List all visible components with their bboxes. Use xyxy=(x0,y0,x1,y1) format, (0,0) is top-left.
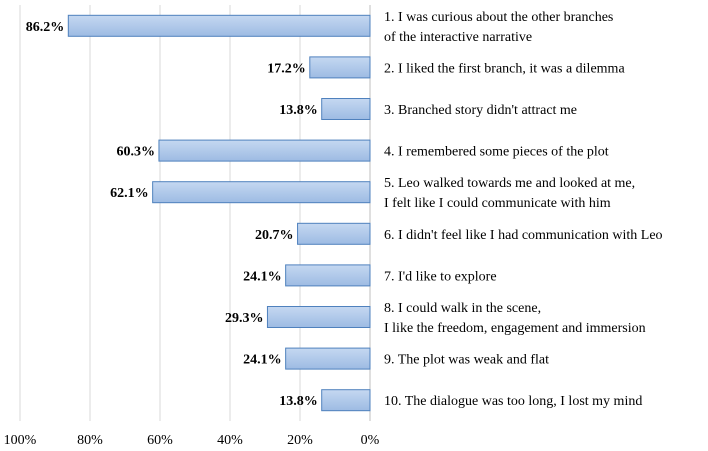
category-label-line: 7. I'd like to explore xyxy=(384,269,497,284)
labels: 86.2% 1. I was curious about the other br… xyxy=(26,10,663,409)
bar-9 xyxy=(285,347,371,370)
bar-8 xyxy=(266,306,371,328)
bar-10 xyxy=(321,389,371,412)
bar-4 xyxy=(158,139,371,162)
x-tick-label: 100% xyxy=(4,433,37,448)
category-label-5: 5. Leo walked towards me and looked at m… xyxy=(384,176,635,211)
category-label-8: 8. I could walk in the scene, I like the … xyxy=(384,301,646,336)
data-label-4: 60.3% xyxy=(116,145,155,160)
x-axis-ticks: 100% 80% 60% 40% 20% 0% xyxy=(4,433,380,448)
category-label-line: 9. The plot was weak and flat xyxy=(384,353,549,368)
data-label-6: 20.7% xyxy=(255,228,294,243)
category-label-9: 9. The plot was weak and flat xyxy=(384,353,549,368)
data-label-2: 17.2% xyxy=(267,61,306,76)
bar-5 xyxy=(152,181,371,204)
category-label-line: 4. I remembered some pieces of the plot xyxy=(384,145,609,160)
category-label-10: 10. The dialogue was too long, I lost my… xyxy=(384,394,642,409)
data-label-3: 13.8% xyxy=(279,103,318,118)
category-label-7: 7. I'd like to explore xyxy=(384,269,497,284)
x-tick-label: 40% xyxy=(217,433,243,448)
bar-3 xyxy=(321,98,371,120)
data-label-8: 29.3% xyxy=(225,311,264,326)
category-label-line: 8. I could walk in the scene, xyxy=(384,301,541,316)
category-label-line: I like the freedom, engagement and immer… xyxy=(384,321,646,336)
category-label-line: of the interactive narrative xyxy=(384,30,532,45)
x-tick-label: 60% xyxy=(147,433,173,448)
x-tick-label: 0% xyxy=(361,433,380,448)
data-label-9: 24.1% xyxy=(243,353,282,368)
category-label-line: 10. The dialogue was too long, I lost my… xyxy=(384,394,642,409)
data-label-1: 86.2% xyxy=(26,20,65,35)
category-label-6: 6. I didn't feel like I had communicatio… xyxy=(384,228,663,243)
data-label-10: 13.8% xyxy=(279,394,318,409)
category-label-3: 3. Branched story didn't attract me xyxy=(384,103,577,118)
data-label-7: 24.1% xyxy=(243,269,282,284)
category-label-line: I felt like I could communicate with him xyxy=(384,196,611,211)
category-label-line: 1. I was curious about the other branche… xyxy=(384,10,613,25)
data-label-5: 62.1% xyxy=(110,186,149,201)
bar-2 xyxy=(309,56,371,79)
bar-1 xyxy=(67,14,371,37)
bar-6 xyxy=(297,222,371,245)
category-label-line: 5. Leo walked towards me and looked at m… xyxy=(384,176,635,191)
category-label-4: 4. I remembered some pieces of the plot xyxy=(384,145,609,160)
x-tick-label: 20% xyxy=(287,433,313,448)
category-label-line: 2. I liked the first branch, it was a di… xyxy=(384,61,625,76)
category-label-line: 3. Branched story didn't attract me xyxy=(384,103,577,118)
category-label-line: 6. I didn't feel like I had communicatio… xyxy=(384,228,663,243)
bar-7 xyxy=(285,264,371,287)
bars xyxy=(67,14,371,412)
category-label-2: 2. I liked the first branch, it was a di… xyxy=(384,61,625,76)
x-tick-label: 80% xyxy=(77,433,103,448)
category-label-1: 1. I was curious about the other branche… xyxy=(384,10,613,45)
